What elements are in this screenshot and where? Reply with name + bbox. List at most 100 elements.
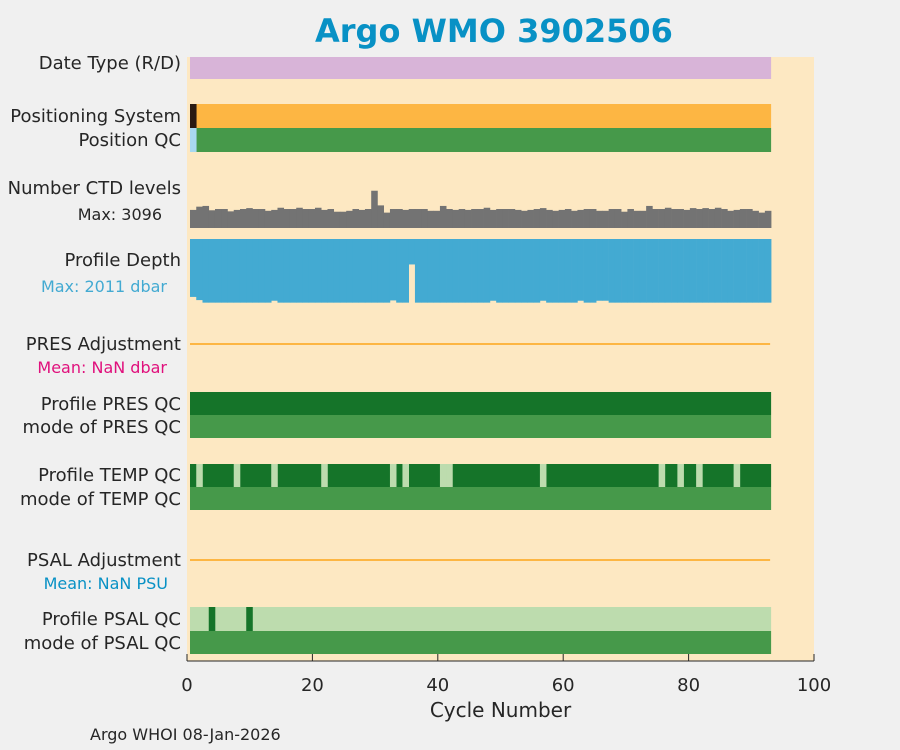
ctd-level-bar [539,208,547,228]
x-tick-label: 60 [552,675,575,696]
profile-depth-bar [727,239,734,303]
chart-marks [190,57,772,654]
profile-depth-bar [427,239,434,303]
profile-depth-bar [683,239,691,303]
label-profile-depth: Profile Depth [64,250,181,271]
ctd-level-bar [577,209,584,228]
profile-depth-bar [502,239,509,303]
ctd-level-bar [696,209,703,228]
temp-qc-light-cycle [446,464,453,487]
profile-depth-bar [733,239,741,303]
ctd-level-bar [302,209,310,228]
profile-depth-bar [639,239,647,303]
ctd-level-bar [352,209,360,228]
ctd-level-bar [764,210,772,228]
profile-depth-bar [264,239,272,303]
profile-depth-bar [364,239,372,303]
label-date-type: Date Type (R/D) [39,53,181,74]
profile-depth-bar [383,239,391,303]
ctd-level-bar [296,207,303,228]
ctd-level-bar [364,209,372,228]
profile-depth-bar [352,239,360,303]
positioning-band [190,104,772,128]
profile-depth-bar [421,239,428,303]
profile-depth-bar [633,239,641,303]
ctd-level-bar [752,210,759,228]
profile-depth-bar [408,239,416,265]
ctd-level-bar [446,209,453,228]
ctd-level-bar [471,209,478,228]
ctd-level-bar [671,209,678,228]
ctd-level-bar [489,209,497,228]
ctd-level-bar [383,212,391,228]
ctd-level-bar [652,209,659,228]
label-psal-adjustment: PSAL Adjustment [27,550,181,571]
ctd-level-bar [377,205,385,228]
ctd-level-bar [339,211,347,228]
mode-temp-qc-band [190,487,772,510]
profile-depth-bar [371,239,378,303]
ctd-level-bar [389,209,397,228]
profile-pres-qc-band [190,392,772,415]
ctd-level-bar [427,210,434,228]
profile-depth-bar [546,239,553,303]
profile-depth-bar [583,239,591,303]
ctd-level-bar [271,209,278,228]
position-qc-first-cycle [190,128,197,152]
ctd-level-bar [589,209,597,228]
ctd-level-bar [239,209,247,228]
ctd-level-bar [190,209,197,228]
profile-psal-qc-band [190,607,772,631]
date-type-band [190,57,772,79]
profile-depth-bar [496,239,503,303]
profile-depth-bar [227,239,235,303]
profile-depth-bar [190,239,197,297]
ctd-level-bar [646,205,653,228]
ctd-level-bar [402,209,409,228]
temp-qc-light-cycle [677,464,684,487]
label-positioning: Positioning System [10,106,181,127]
ctd-level-bar [202,205,210,228]
label-profile-pres-qc: Profile PRES QC [41,394,181,415]
x-tick-label: 100 [797,675,831,696]
profile-depth-bar [289,239,297,303]
ctd-level-bar [708,209,716,228]
profile-depth-bar [221,239,228,303]
profile-depth-bar [508,239,516,303]
profile-depth-bar [564,239,572,303]
profile-depth-bar [608,239,616,303]
ctd-level-bar [508,209,516,228]
profile-depth-bar [514,239,522,303]
temp-qc-light-cycle [696,464,703,487]
x-axis-label: Cycle Number [430,698,572,722]
profile-depth-bar [721,239,728,303]
ctd-level-bar [521,210,528,228]
profile-depth-bar [489,239,497,301]
ctd-level-bar [308,209,316,228]
ctd-level-bar [746,209,753,228]
ctd-level-bar [233,209,241,228]
temp-qc-light-cycle [389,464,397,487]
ctd-level-bar [396,209,403,228]
profile-depth-bar [596,239,603,301]
ctd-level-bar [327,209,335,228]
ctd-level-bar [252,209,260,228]
x-tick-label: 0 [181,675,192,696]
profile-depth-bar [646,239,653,303]
ctd-level-bar [333,211,341,228]
profile-depth-bar [458,239,466,303]
profile-depth-bar [746,239,753,303]
ctd-level-bar [552,210,559,228]
ctd-level-bar [758,212,766,228]
profile-depth-bar [339,239,347,303]
x-tick-label: 20 [301,675,324,696]
label-mode-psal-qc: mode of PSAL QC [24,633,181,654]
x-tick-label: 80 [677,675,700,696]
temp-qc-light-cycle [658,464,666,487]
profile-depth-bar [764,239,772,303]
profile-depth-bar [677,239,684,303]
ctd-level-bar [477,209,484,228]
profile-depth-bar [558,239,566,303]
temp-qc-light-cycle [233,464,241,487]
